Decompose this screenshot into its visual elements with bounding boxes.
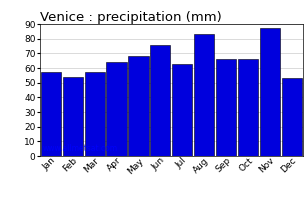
Bar: [106, 62, 127, 156]
Bar: [282, 78, 302, 156]
Bar: [150, 45, 170, 156]
Bar: [172, 64, 192, 156]
Bar: [41, 72, 61, 156]
Bar: [194, 34, 214, 156]
Bar: [260, 28, 280, 156]
Text: Venice : precipitation (mm): Venice : precipitation (mm): [40, 11, 222, 24]
Bar: [129, 56, 148, 156]
Bar: [216, 59, 236, 156]
Bar: [238, 59, 258, 156]
Bar: [63, 77, 83, 156]
Bar: [84, 72, 105, 156]
Text: www.allmetsat.com: www.allmetsat.com: [43, 144, 118, 153]
